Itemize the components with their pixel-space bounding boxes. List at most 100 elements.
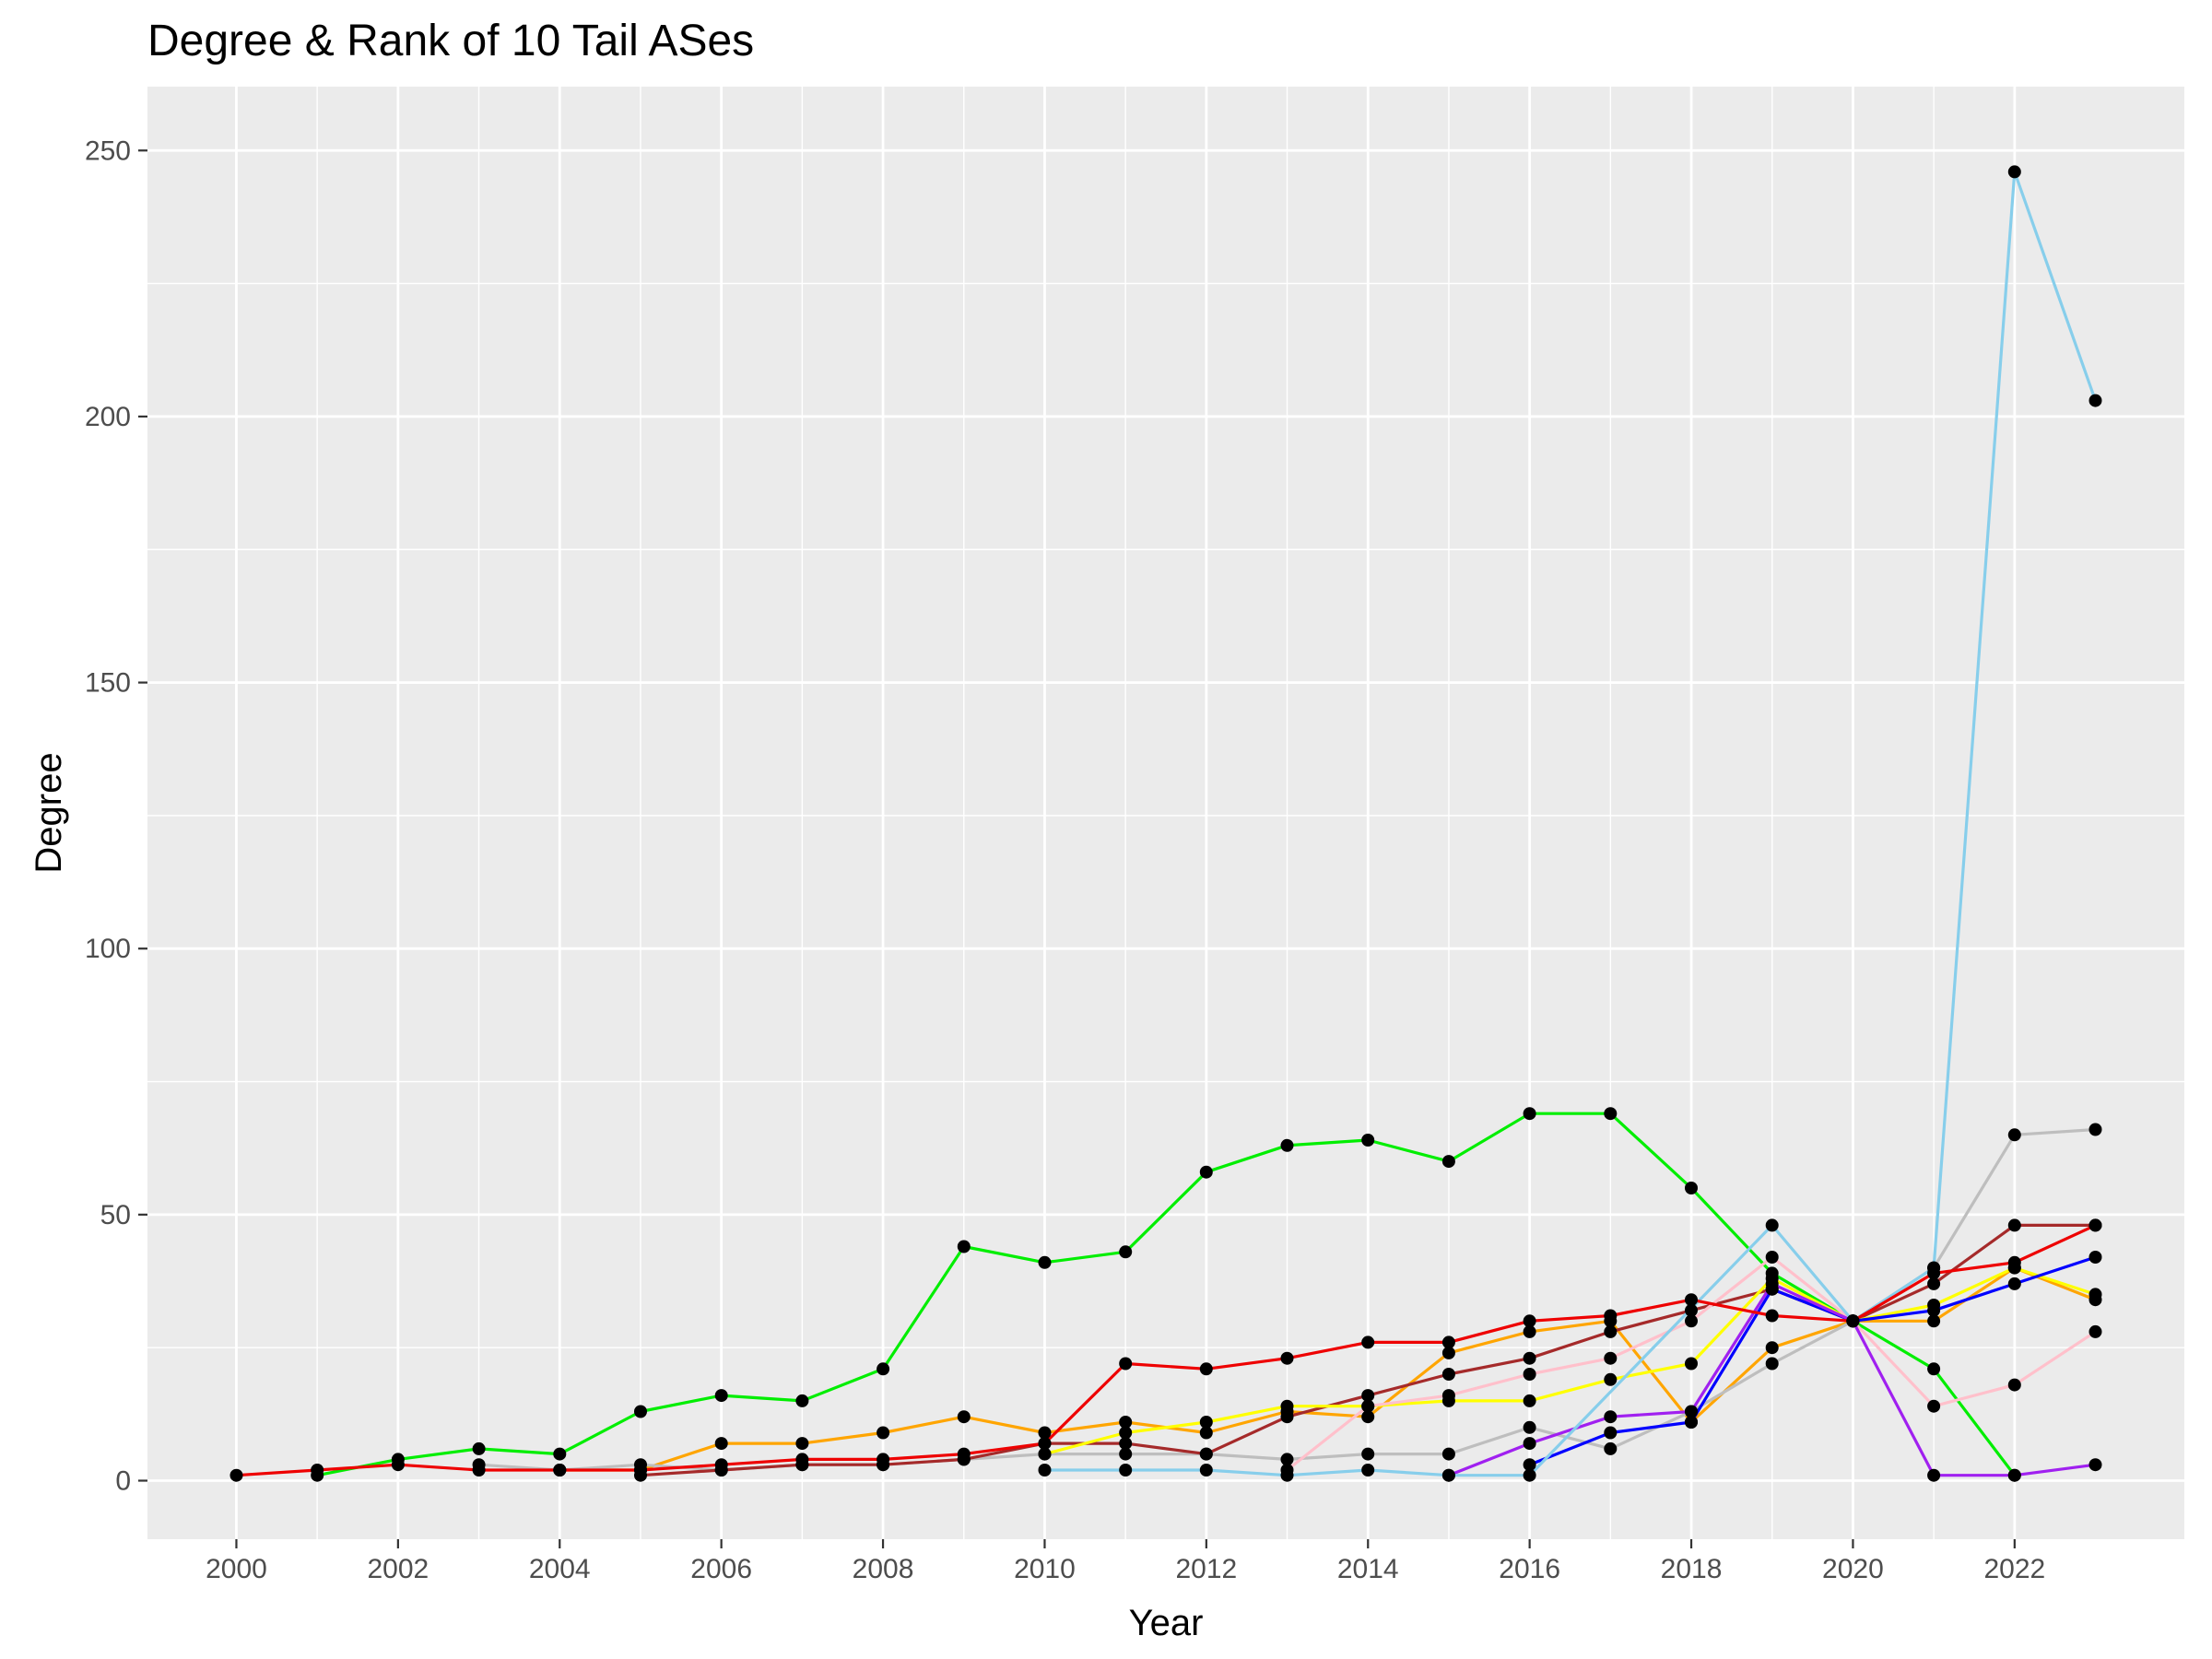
data-point-series-3 <box>1119 1447 1133 1461</box>
data-point-series-2 <box>714 1437 728 1451</box>
data-point-series-6 <box>1361 1399 1375 1413</box>
data-point-series-5 <box>1604 1372 1618 1386</box>
data-point-series-10 <box>1765 1309 1779 1323</box>
data-point-series-3 <box>1765 1357 1779 1371</box>
series-line-1 <box>315 1112 2017 1477</box>
data-point-series-10 <box>1199 1362 1213 1376</box>
data-point-series-1 <box>1604 1107 1618 1121</box>
data-point-series-2 <box>795 1437 809 1451</box>
data-point-series-1 <box>1119 1245 1133 1259</box>
data-point-series-1 <box>1361 1134 1375 1147</box>
data-point-series-5 <box>1119 1426 1133 1440</box>
data-point-series-10 <box>1927 1266 1941 1280</box>
data-point-series-1 <box>795 1394 809 1407</box>
data-point-series-5 <box>1038 1447 1052 1461</box>
data-point-series-1 <box>634 1405 647 1418</box>
data-point-series-10 <box>391 1458 405 1472</box>
x-tick-label: 2002 <box>367 1554 429 1584</box>
data-point-series-10 <box>877 1453 890 1466</box>
data-point-series-10 <box>634 1464 647 1477</box>
y-tick-label: 50 <box>100 1200 131 1230</box>
data-point-series-1 <box>472 1441 486 1455</box>
data-point-series-2 <box>877 1426 890 1440</box>
data-point-series-6 <box>1765 1251 1779 1264</box>
data-point-series-10 <box>1119 1357 1133 1371</box>
data-point-series-9 <box>2088 394 2102 407</box>
data-point-series-10 <box>472 1464 486 1477</box>
data-point-series-5 <box>1199 1416 1213 1429</box>
data-point-series-10 <box>2007 1255 2021 1269</box>
x-tick-label: 2014 <box>1337 1554 1399 1584</box>
data-point-series-10 <box>1523 1314 1536 1328</box>
data-point-series-6 <box>2007 1378 2021 1392</box>
data-point-series-1 <box>1523 1107 1536 1121</box>
data-point-series-4 <box>1685 1303 1698 1317</box>
data-point-series-4 <box>1280 1410 1294 1424</box>
data-point-series-4 <box>1441 1368 1455 1381</box>
data-point-series-8 <box>1604 1410 1618 1424</box>
x-tick-label: 2004 <box>529 1554 591 1584</box>
data-point-series-3 <box>1604 1441 1618 1455</box>
data-point-series-4 <box>1927 1277 1941 1290</box>
x-tick-label: 2020 <box>1822 1554 1884 1584</box>
data-point-series-3 <box>1441 1447 1455 1461</box>
data-point-series-9 <box>1765 1218 1779 1232</box>
data-point-series-4 <box>1199 1447 1213 1461</box>
data-point-series-10 <box>553 1464 567 1477</box>
data-point-series-9 <box>1361 1464 1375 1477</box>
data-point-series-8 <box>1765 1277 1779 1290</box>
series-line-9 <box>1042 170 2098 1477</box>
y-tick-label: 100 <box>85 934 131 964</box>
data-point-series-1 <box>553 1447 567 1461</box>
data-point-series-6 <box>1927 1399 1941 1413</box>
data-point-series-2 <box>1038 1426 1052 1440</box>
data-point-series-3 <box>1361 1447 1375 1461</box>
data-point-series-6 <box>1441 1389 1455 1403</box>
data-point-series-1 <box>1199 1165 1213 1179</box>
y-axis: 0 50 100 150 200 250 <box>85 135 147 1496</box>
y-axis-title: Degree <box>29 752 69 873</box>
data-point-series-9 <box>1280 1468 1294 1482</box>
series-points <box>229 165 2102 1482</box>
grid-minor <box>147 87 2184 1539</box>
x-axis-title: Year <box>1129 1603 1204 1643</box>
data-point-series-6 <box>2088 1324 2102 1338</box>
data-point-series-8 <box>1927 1468 1941 1482</box>
y-tick-label: 200 <box>85 402 131 432</box>
data-point-series-3 <box>1280 1453 1294 1466</box>
data-point-series-3 <box>2007 1128 2021 1142</box>
data-point-series-1 <box>1441 1155 1455 1169</box>
data-point-series-10 <box>1685 1293 1698 1307</box>
series-lines <box>234 170 2098 1477</box>
data-point-series-7 <box>1604 1426 1618 1440</box>
series-line-5 <box>1042 1265 2098 1456</box>
data-point-series-10 <box>714 1458 728 1472</box>
data-point-series-1 <box>957 1240 971 1253</box>
data-point-series-2 <box>1361 1410 1375 1424</box>
data-point-series-10 <box>957 1447 971 1461</box>
x-tick-label: 2018 <box>1661 1554 1723 1584</box>
data-point-series-2 <box>1441 1346 1455 1359</box>
data-point-series-3 <box>2088 1123 2102 1136</box>
data-point-series-4 <box>1119 1437 1133 1451</box>
y-tick-label: 150 <box>85 668 131 699</box>
data-point-series-10 <box>1604 1309 1618 1323</box>
data-point-series-5 <box>1280 1399 1294 1413</box>
x-tick-label: 2016 <box>1499 1554 1560 1584</box>
data-point-series-10 <box>1361 1335 1375 1349</box>
data-point-series-7 <box>1685 1416 1698 1429</box>
data-point-series-1 <box>877 1362 890 1376</box>
data-point-series-2 <box>1927 1314 1941 1328</box>
data-point-series-10 <box>229 1468 243 1482</box>
data-point-series-2 <box>1765 1341 1779 1355</box>
data-point-series-6 <box>1604 1351 1618 1365</box>
data-point-series-10 <box>795 1453 809 1466</box>
x-tick-label: 2006 <box>690 1554 752 1584</box>
data-point-series-5 <box>1685 1357 1698 1371</box>
data-point-series-2 <box>957 1410 971 1424</box>
chart-title: Degree & Rank of 10 Tail ASes <box>147 17 754 65</box>
data-point-series-10 <box>1280 1351 1294 1365</box>
data-point-series-7 <box>1523 1458 1536 1472</box>
data-point-series-5 <box>2088 1288 2102 1301</box>
